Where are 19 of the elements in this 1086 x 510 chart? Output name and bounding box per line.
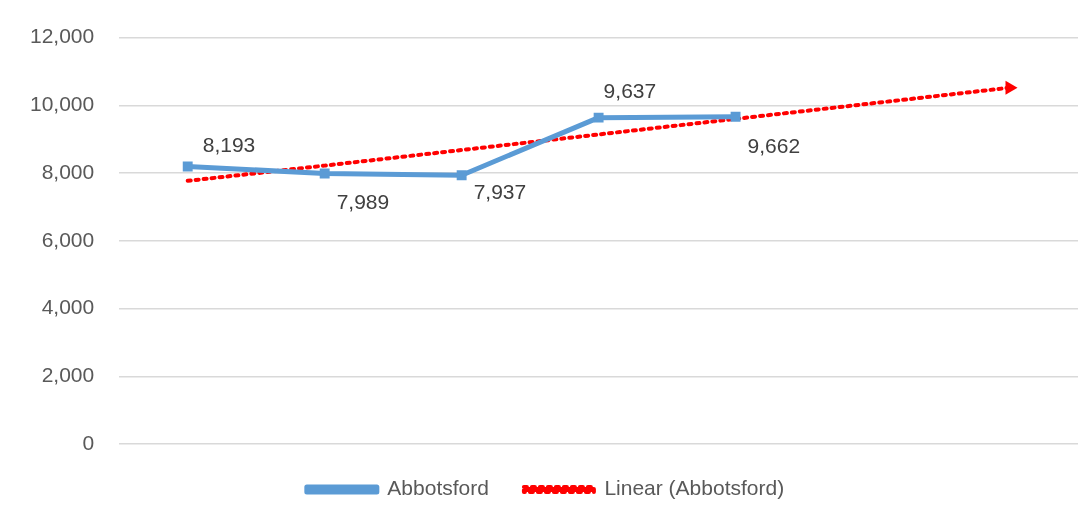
y-tick-label: 10,000 — [30, 92, 95, 116]
point — [456, 170, 467, 181]
point — [319, 168, 330, 179]
y-tick-label: 6,000 — [41, 227, 95, 251]
data-label: 9,637 — [603, 79, 657, 103]
data-label: 7,937 — [473, 180, 527, 203]
y-tick-label: 12,000 — [30, 24, 95, 48]
y-tick-label: 0 — [82, 430, 95, 454]
point — [730, 111, 741, 122]
data-label: 9,662 — [747, 133, 801, 157]
point — [593, 112, 604, 123]
legend-label: Abbotsford — [387, 476, 489, 500]
y-tick-label: 2,000 — [41, 363, 95, 387]
y-tick-label: 4,000 — [41, 295, 95, 319]
data-label: 7,989 — [336, 190, 390, 214]
data-label: 8,193 — [202, 133, 256, 157]
y-tick-label: 8,000 — [41, 159, 95, 183]
point — [182, 161, 193, 172]
legend-label: Linear (Abbotsford) — [604, 476, 785, 500]
